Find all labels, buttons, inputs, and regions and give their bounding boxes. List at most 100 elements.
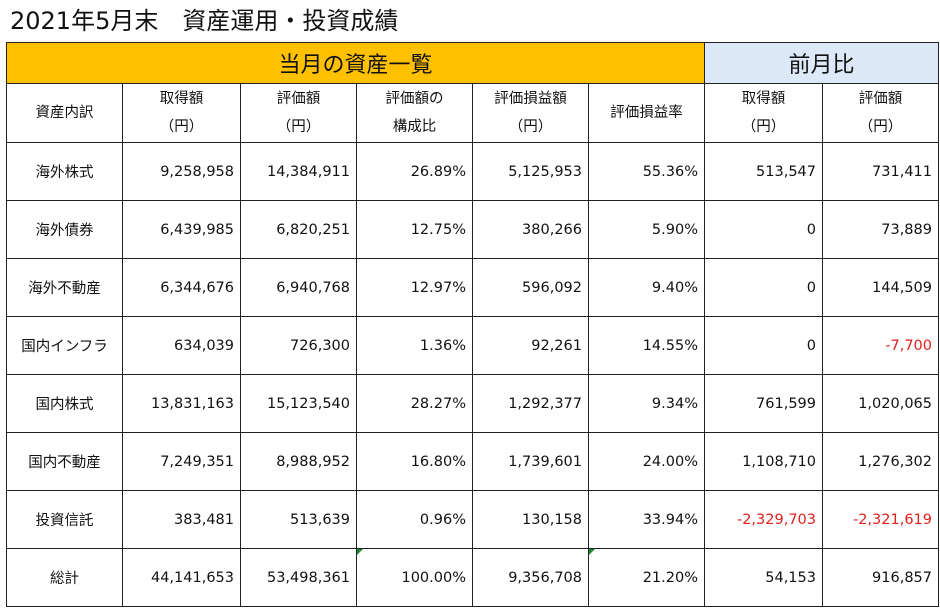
page-title: 2021年5月末 資産運用・投資成績	[10, 7, 399, 35]
column-header-acquisition: 取得額 （円）	[122, 83, 241, 143]
column-header-line: 取得額	[741, 91, 786, 107]
cell-gain-loss-rate: 21.20%	[588, 548, 705, 607]
cell-valuation: 6,820,251	[240, 200, 357, 259]
row-label: 海外株式	[6, 142, 123, 201]
cell-gain-loss: 130,158	[472, 490, 589, 549]
cell-mom-valuation: 1,276,302	[822, 432, 939, 491]
cell-gain-loss: 1,292,377	[472, 374, 589, 433]
column-header-line: 取得額	[159, 91, 204, 107]
cell-mom-acquisition: 1,108,710	[704, 432, 823, 491]
column-header-line: 資産内訳	[35, 105, 94, 121]
cell-valuation: 14,384,911	[240, 142, 357, 201]
cell-mom-valuation: 731,411	[822, 142, 939, 201]
column-header-line: （円）	[159, 119, 204, 135]
cell-mom-acquisition: 513,547	[704, 142, 823, 201]
cell-gain-loss-rate: 14.55%	[588, 316, 705, 375]
cell-composition: 28.27%	[356, 374, 473, 433]
table-row: 海外債券 6,439,985 6,820,251 12.75% 380,266 5.90%…	[6, 200, 939, 259]
cell-valuation: 53,498,361	[240, 548, 357, 607]
cell-composition: 12.97%	[356, 258, 473, 317]
cell-mom-acquisition: 0	[704, 200, 823, 259]
cell-composition: 1.36%	[356, 316, 473, 375]
column-header-line: （円）	[858, 119, 903, 135]
cell-mom-acquisition: 0	[704, 258, 823, 317]
table-row: 国内不動産 7,249,351 8,988,952 16.80% 1,739,601 24…	[6, 432, 939, 491]
row-label: 海外不動産	[6, 258, 123, 317]
column-header-line: 構成比	[392, 119, 437, 135]
cell-composition: 12.75%	[356, 200, 473, 259]
cell-mom-valuation: 144,509	[822, 258, 939, 317]
column-header-line: 評価損益率	[610, 105, 683, 121]
column-header-line: 評価損益額	[494, 91, 567, 107]
cell-valuation: 513,639	[240, 490, 357, 549]
table-row: 国内インフラ 634,039 726,300 1.36% 92,261 14.55% 0 -7…	[6, 316, 939, 375]
section-band-row: 当月の資産一覧 前月比	[6, 42, 939, 84]
cell-mom-acquisition: 54,153	[704, 548, 823, 607]
column-header-line: 評価額	[276, 91, 321, 107]
column-header-line: 評価額	[858, 91, 903, 107]
column-header-composition: 評価額の 構成比	[356, 83, 473, 143]
column-header-gain-loss: 評価損益額 （円）	[472, 83, 589, 143]
column-header-mom-acquisition: 取得額 （円）	[704, 83, 823, 143]
table-row: 国内株式 13,831,163 15,123,540 28.27% 1,292,377 9…	[6, 374, 939, 433]
column-header-asset-type: 資産内訳	[6, 83, 123, 143]
cell-gain-loss: 5,125,953	[472, 142, 589, 201]
cell-acquisition: 6,439,985	[122, 200, 241, 259]
cell-composition: 100.00%	[356, 548, 473, 607]
cell-valuation: 726,300	[240, 316, 357, 375]
column-header-line: 評価額の	[385, 91, 444, 107]
column-header-line: （円）	[508, 119, 553, 135]
cell-gain-loss: 380,266	[472, 200, 589, 259]
cell-composition: 0.96%	[356, 490, 473, 549]
asset-table: 当月の資産一覧 前月比 資産内訳 取得額 （円） 評価額 （円） 評価額の 構成比 評価損益額…	[6, 42, 939, 607]
month-over-month-header: 前月比	[704, 42, 939, 84]
cell-valuation: 15,123,540	[240, 374, 357, 433]
column-header-row: 資産内訳 取得額 （円） 評価額 （円） 評価額の構成比 評価損益額 （円） 評価損益率 取得額 （…	[6, 83, 939, 143]
cell-gain-loss-rate: 24.00%	[588, 432, 705, 491]
cell-gain-loss: 596,092	[472, 258, 589, 317]
column-header-mom-valuation: 評価額 （円）	[822, 83, 939, 143]
cell-gain-loss-rate: 55.36%	[588, 142, 705, 201]
cell-acquisition: 383,481	[122, 490, 241, 549]
cell-acquisition: 7,249,351	[122, 432, 241, 491]
cell-gain-loss: 1,739,601	[472, 432, 589, 491]
cell-valuation: 8,988,952	[240, 432, 357, 491]
table-row: 海外不動産 6,344,676 6,940,768 12.97% 596,092 9.40…	[6, 258, 939, 317]
cell-mom-acquisition: -2,329,703	[704, 490, 823, 549]
cell-gain-loss-rate: 33.94%	[588, 490, 705, 549]
cell-mom-acquisition: 761,599	[704, 374, 823, 433]
cell-acquisition: 44,141,653	[122, 548, 241, 607]
cell-composition: 16.80%	[356, 432, 473, 491]
column-header-line: （円）	[741, 119, 786, 135]
cell-acquisition: 13,831,163	[122, 374, 241, 433]
cell-acquisition: 6,344,676	[122, 258, 241, 317]
row-label: 投資信託	[6, 490, 123, 549]
table-row: 海外株式 9,258,958 14,384,911 26.89% 5,125,953 55…	[6, 142, 939, 201]
cell-mom-valuation: 73,889	[822, 200, 939, 259]
cell-mom-valuation: 916,857	[822, 548, 939, 607]
row-label: 国内不動産	[6, 432, 123, 491]
cell-gain-loss-rate: 9.34%	[588, 374, 705, 433]
cell-mom-valuation: -7,700	[822, 316, 939, 375]
column-header-gain-loss-rate: 評価損益率	[588, 83, 705, 143]
cell-mom-valuation: 1,020,065	[822, 374, 939, 433]
row-label: 国内インフラ	[6, 316, 123, 375]
cell-composition: 26.89%	[356, 142, 473, 201]
row-label: 総計	[6, 548, 123, 607]
cell-mom-valuation: -2,321,619	[822, 490, 939, 549]
cell-gain-loss-rate: 5.90%	[588, 200, 705, 259]
row-label: 国内株式	[6, 374, 123, 433]
column-header-valuation: 評価額 （円）	[240, 83, 357, 143]
cell-gain-loss: 92,261	[472, 316, 589, 375]
current-month-header: 当月の資産一覧	[6, 42, 705, 84]
cell-mom-acquisition: 0	[704, 316, 823, 375]
cell-gain-loss: 9,356,708	[472, 548, 589, 607]
column-header-line: （円）	[276, 119, 321, 135]
table-row: 投資信託 383,481 513,639 0.96% 130,158 33.94% -2,3…	[6, 490, 939, 549]
total-row: 総計 44,141,653 53,498,361 100.00% 9,356,708 21…	[6, 548, 939, 607]
cell-gain-loss-rate: 9.40%	[588, 258, 705, 317]
cell-acquisition: 9,258,958	[122, 142, 241, 201]
row-label: 海外債券	[6, 200, 123, 259]
cell-valuation: 6,940,768	[240, 258, 357, 317]
cell-acquisition: 634,039	[122, 316, 241, 375]
